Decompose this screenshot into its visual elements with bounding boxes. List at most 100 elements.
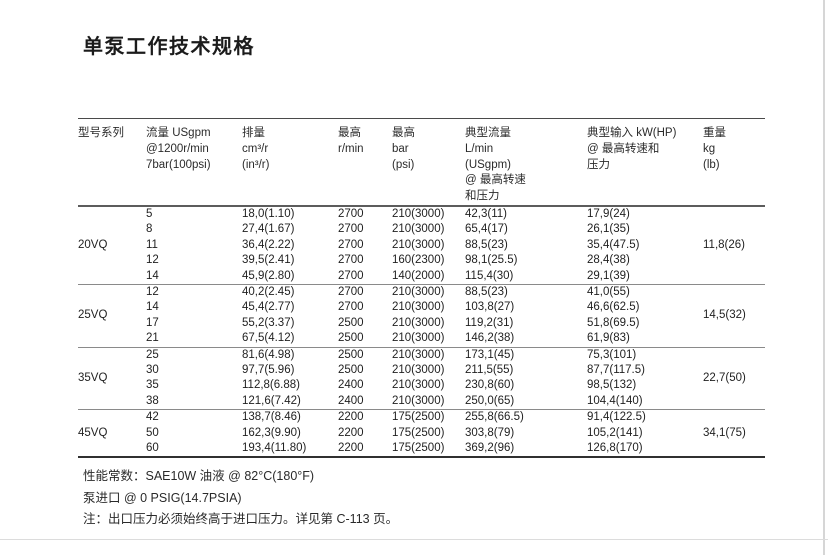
cell-max-pressure: 175(2500) [392, 426, 445, 439]
table-row: 12 39,5(2.41) 2700 160(2300) 98,1(25.5) … [78, 253, 765, 268]
cell-flow: 38 [146, 394, 159, 407]
table-row: 50 162,3(9.90) 2200 175(2500) 303,8(79) … [78, 426, 765, 441]
cell-displacement: 112,8(6.88) [242, 379, 300, 392]
cell-max-pressure: 140(2000) [392, 269, 445, 282]
cell-displacement: 45,4(2.77) [242, 301, 295, 314]
table-row: 8 27,4(1.67) 2700 210(3000) 65,4(17) 26,… [78, 222, 765, 237]
cell-typical-input: 87,7(117.5) [587, 364, 645, 377]
pump-spec-table: 型号系列 流量 USgpm @1200r/min 7bar(100psi) 排量… [78, 118, 765, 459]
table-row: 38 121,6(7.42) 2400 210(3000) 250,0(65) … [78, 394, 765, 410]
cell-typical-flow: 369,2(96) [465, 442, 515, 455]
table-row: 20VQ 5 18,0(1.10) 2700 210(3000) 42,3(11… [78, 206, 765, 251]
series-cell: 25VQ [78, 309, 108, 322]
cell-max-pressure: 210(3000) [392, 332, 445, 345]
cell-displacement: 138,7(8.46) [242, 411, 301, 424]
cell-displacement: 36,4(2.22) [242, 238, 295, 251]
table-row: 14 45,9(2.80) 2700 140(2000) 115,4(30) 2… [78, 269, 765, 285]
cell-typical-flow: 146,2(38) [465, 332, 515, 345]
cell-flow: 11 [146, 238, 158, 251]
cell-max-rpm: 2200 [338, 411, 364, 424]
cell-typical-flow: 173,1(45) [465, 348, 515, 361]
cell-displacement: 27,4(1.67) [242, 223, 295, 236]
cell-flow: 5 [146, 207, 153, 220]
cell-displacement: 97,7(5.96) [242, 364, 295, 377]
note-pump-inlet: 泵进口 @ 0 PSIG(14.7PSIA) [83, 490, 242, 505]
cell-max-pressure: 210(3000) [392, 207, 445, 220]
cell-typical-input: 126,8(170) [587, 442, 643, 455]
page-title: 单泵工作技术规格 [83, 36, 255, 58]
cell-flow: 12 [146, 286, 159, 299]
weight-cell: 14,5(32) [703, 309, 746, 322]
cell-flow: 14 [146, 301, 159, 314]
table-row: 35 112,8(6.88) 2400 210(3000) 230,8(60) … [78, 378, 765, 393]
cell-typical-input: 46,6(62.5) [587, 301, 640, 314]
cell-typical-flow: 230,8(60) [465, 379, 515, 392]
cell-max-rpm: 2700 [338, 301, 364, 314]
cell-max-rpm: 2700 [338, 254, 364, 267]
series-cell: 20VQ [78, 238, 108, 251]
cell-max-pressure: 210(3000) [392, 286, 445, 299]
cell-max-rpm: 2500 [338, 316, 364, 329]
col-header-weight: 重量 kg (lb) [703, 127, 726, 171]
table-row: 11 36,4(2.22) 2700 210(3000) 88,5(23) 35… [78, 238, 765, 253]
cell-typical-input: 41,0(55) [587, 286, 630, 299]
cell-max-pressure: 210(3000) [392, 238, 445, 251]
col-header-typical-input: 典型输入 kW(HP) @ 最高转速和 压力 [587, 127, 677, 171]
cell-flow: 12 [146, 254, 159, 267]
cell-flow: 14 [146, 269, 159, 282]
cell-max-rpm: 2700 [338, 207, 364, 220]
cell-displacement: 193,4(11.80) [242, 442, 307, 455]
cell-typical-input: 104,4(140) [587, 394, 643, 407]
cell-displacement: 162,3(9.90) [242, 426, 301, 439]
cell-max-pressure: 210(3000) [392, 379, 445, 392]
series-cell: 35VQ [78, 371, 108, 384]
cell-max-pressure: 160(2300) [392, 254, 445, 267]
cell-typical-flow: 88,5(23) [465, 286, 508, 299]
cell-displacement: 40,2(2.45) [242, 286, 295, 299]
table-row: 25VQ 12 40,2(2.45) 2700 210(3000) 88,5(2… [78, 285, 765, 321]
cell-flow: 8 [146, 223, 153, 236]
cell-typical-input: 91,4(122.5) [587, 411, 646, 424]
cell-typical-flow: 42,3(11) [465, 207, 507, 220]
cell-flow: 60 [146, 442, 159, 455]
cell-max-rpm: 2500 [338, 332, 364, 345]
cell-flow: 50 [146, 426, 159, 439]
cell-typical-input: 17,9(24) [587, 207, 630, 220]
cell-max-pressure: 210(3000) [392, 348, 445, 361]
cell-typical-input: 51,8(69.5) [587, 316, 640, 329]
cell-typical-input: 26,1(35) [587, 223, 630, 236]
cell-typical-input: 75,3(101) [587, 348, 637, 361]
cell-flow: 17 [146, 316, 159, 329]
table-row: 30 97,7(5.96) 2500 210(3000) 211,5(55) 8… [78, 363, 765, 378]
cell-displacement: 81,6(4.98) [242, 348, 295, 361]
cell-max-rpm: 2400 [338, 379, 364, 392]
cell-max-rpm: 2700 [338, 223, 364, 236]
cell-typical-flow: 98,1(25.5) [465, 254, 518, 267]
cell-displacement: 67,5(4.12) [242, 332, 295, 345]
cell-max-rpm: 2200 [338, 426, 364, 439]
table-row: 45VQ 42 138,7(8.46) 2200 175(2500) 255,8… [78, 410, 765, 438]
section-20vq: 20VQ 5 18,0(1.10) 2700 210(3000) 42,3(11… [78, 205, 765, 285]
cell-typical-input: 105,2(141) [587, 426, 643, 439]
weight-cell: 34,1(75) [703, 426, 746, 439]
cell-typical-flow: 211,5(55) [465, 364, 514, 377]
col-header-max-rpm: 最高 r/min [338, 127, 364, 155]
cell-max-rpm: 2700 [338, 269, 364, 282]
cell-flow: 25 [146, 348, 159, 361]
cell-flow: 42 [146, 411, 159, 424]
cell-typical-flow: 250,0(65) [465, 394, 515, 407]
col-header-flow: 流量 USgpm @1200r/min 7bar(100psi) [146, 127, 211, 171]
table-row: 35VQ 25 81,6(4.98) 2500 210(3000) 173,1(… [78, 347, 765, 384]
section-45vq: 45VQ 42 138,7(8.46) 2200 175(2500) 255,8… [78, 409, 765, 458]
cell-typical-flow: 88,5(23) [465, 238, 508, 251]
cell-displacement: 45,9(2.80) [242, 269, 295, 282]
weight-cell: 11,8(26) [703, 238, 745, 251]
cell-max-pressure: 210(3000) [392, 364, 445, 377]
cell-max-pressure: 175(2500) [392, 442, 445, 455]
cell-max-pressure: 210(3000) [392, 301, 445, 314]
section-35vq: 35VQ 25 81,6(4.98) 2500 210(3000) 173,1(… [78, 347, 765, 410]
table-row: 21 67,5(4.12) 2500 210(3000) 146,2(38) 6… [78, 331, 765, 347]
col-header-displacement: 排量 cm³/r (in³/r) [242, 127, 270, 171]
cell-typical-flow: 255,8(66.5) [465, 411, 524, 424]
